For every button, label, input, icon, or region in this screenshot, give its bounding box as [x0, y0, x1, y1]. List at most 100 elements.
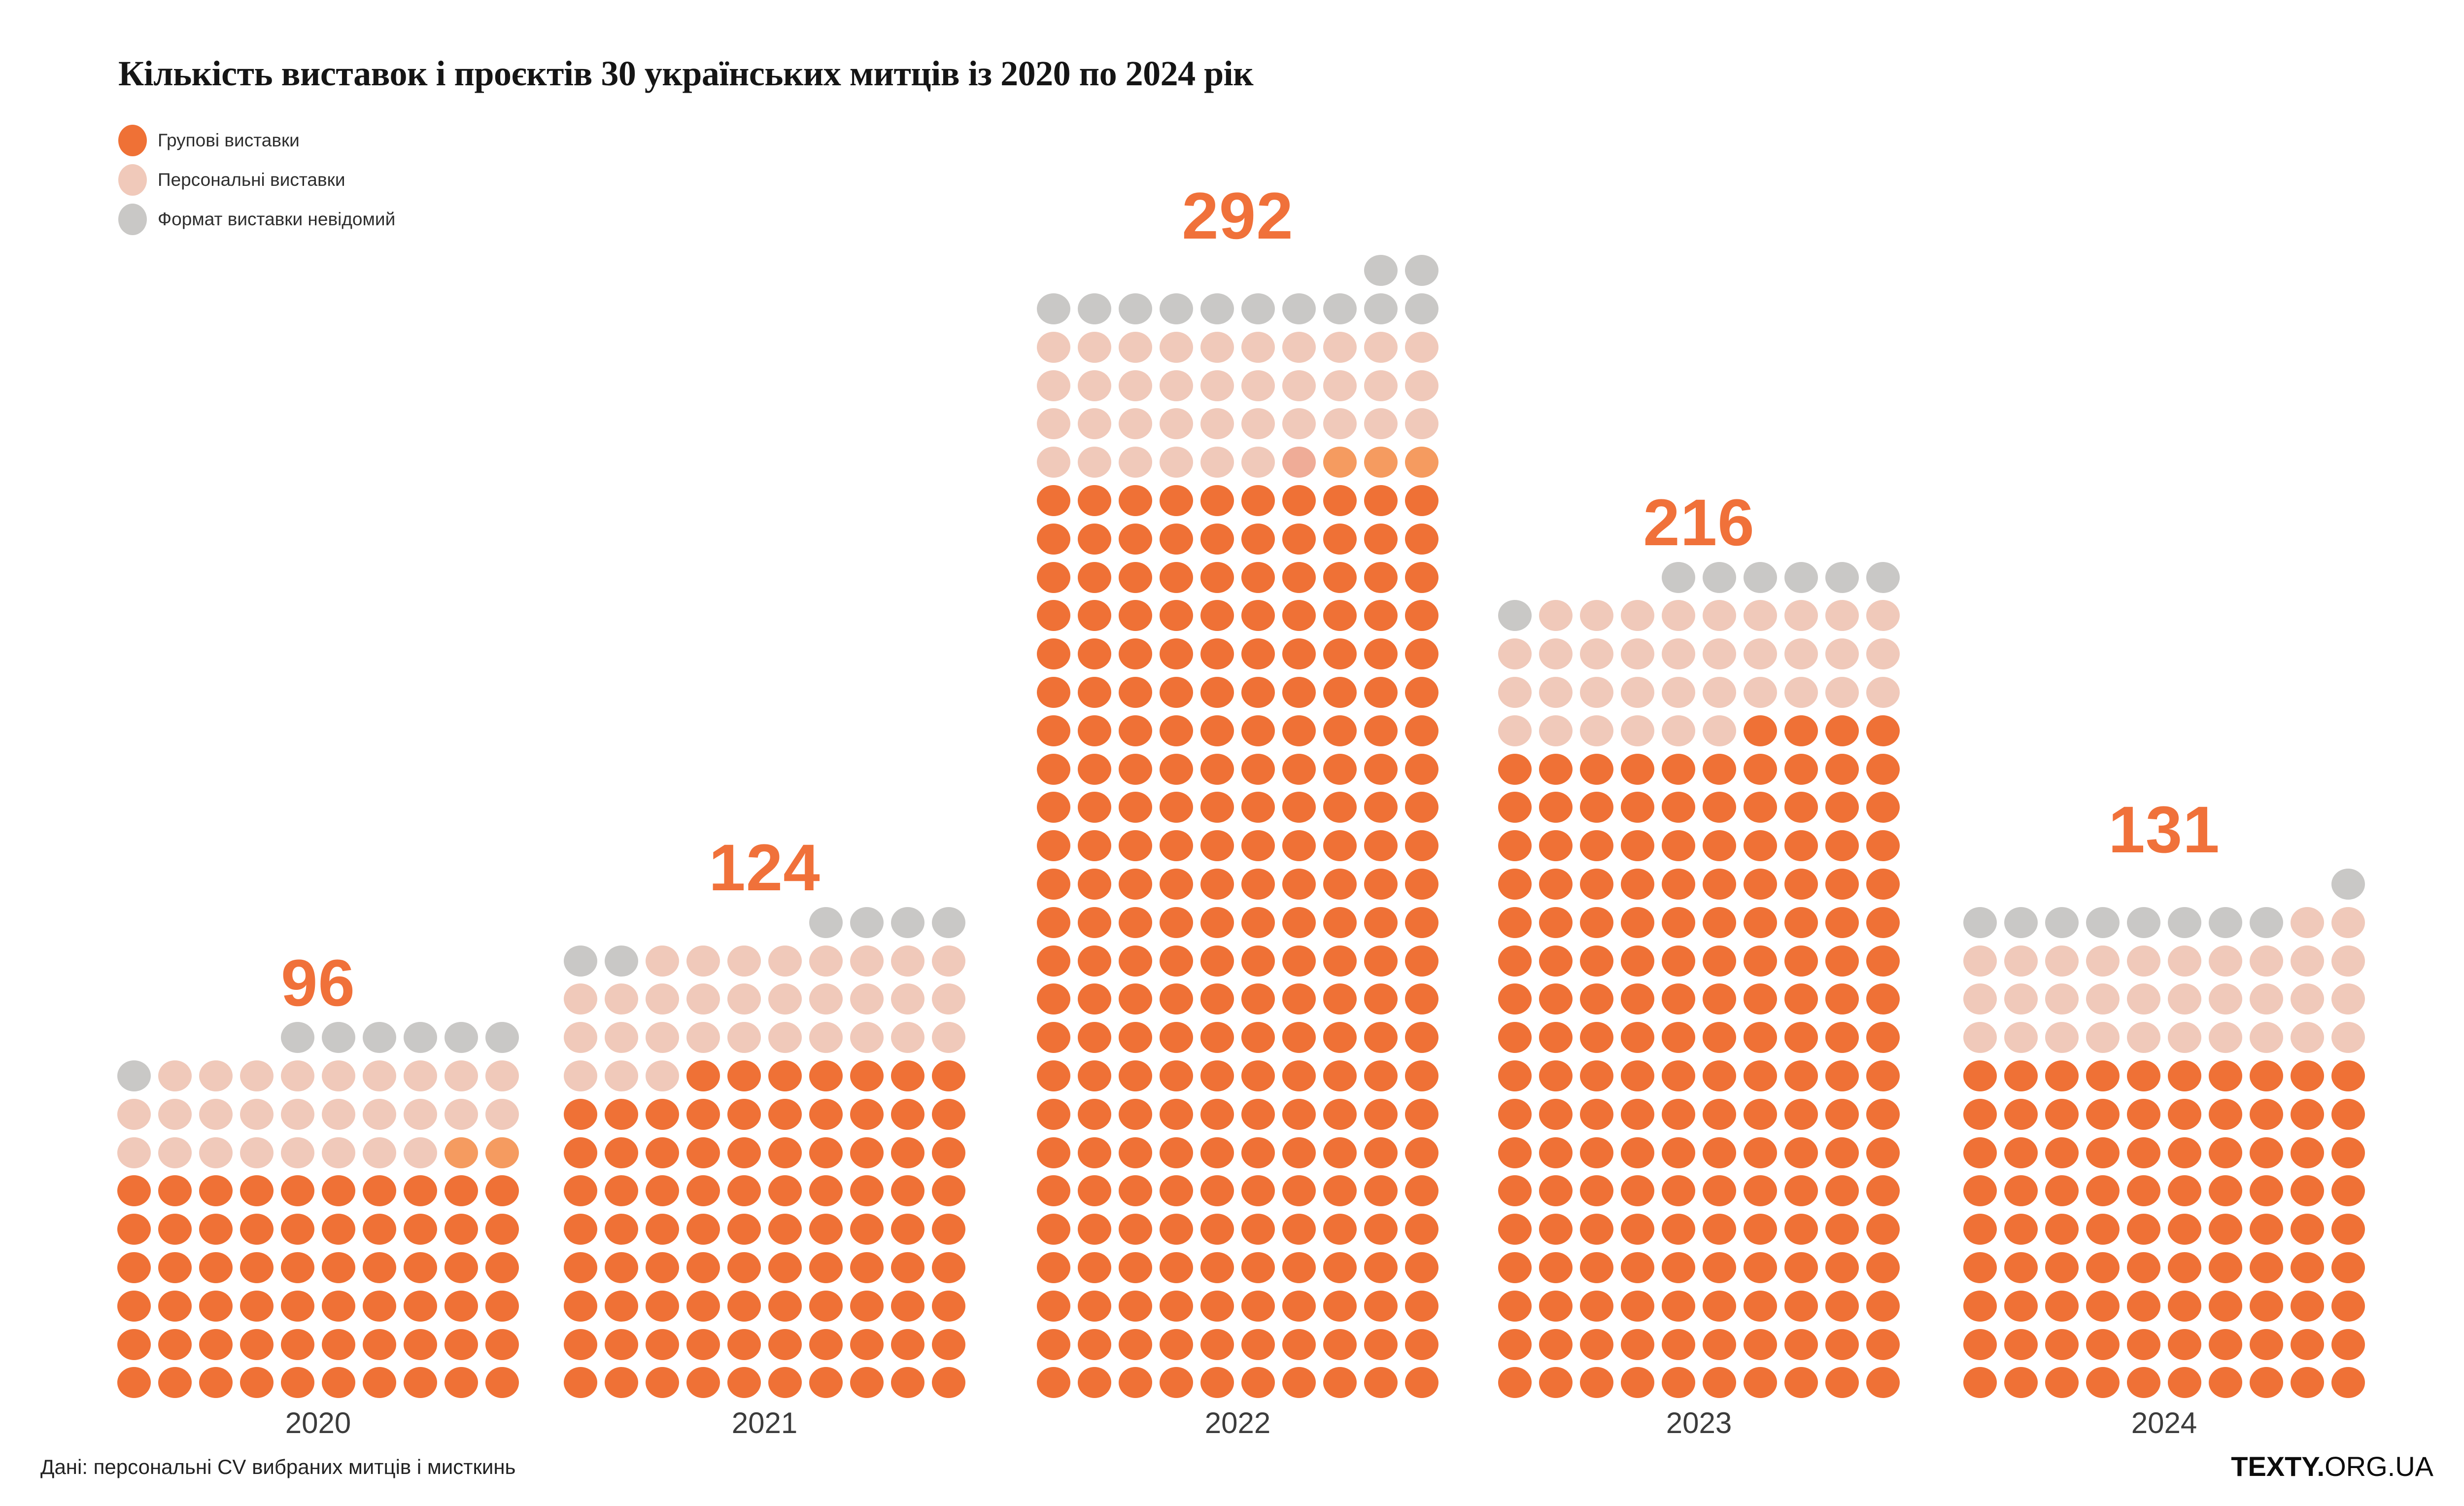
dot [117, 1060, 151, 1092]
dot [1784, 600, 1818, 631]
dot [605, 1022, 638, 1053]
dot [1364, 1290, 1398, 1322]
dot [1744, 1367, 1777, 1399]
dot [686, 1214, 720, 1245]
legend-item-personal: Персональні виставки [118, 164, 345, 196]
dot [2250, 907, 2283, 938]
dot [1200, 907, 1234, 938]
dot [686, 945, 720, 977]
dot [1160, 370, 1193, 401]
dot [891, 1175, 924, 1207]
dot [1241, 1329, 1275, 1360]
dot [1160, 1060, 1193, 1092]
dot [158, 1367, 192, 1399]
dot [1241, 830, 1275, 862]
dot [891, 1137, 924, 1168]
dot [2004, 945, 2038, 977]
dot [1282, 638, 1316, 670]
dot [2331, 907, 2365, 938]
dot [1784, 792, 1818, 823]
dot [158, 1252, 192, 1284]
dot [932, 1252, 965, 1284]
dot [564, 1252, 597, 1284]
dot [1744, 600, 1777, 631]
dot [1539, 1098, 1573, 1130]
dot [1866, 983, 1900, 1015]
dot [322, 1290, 355, 1322]
dot [1825, 600, 1859, 631]
dot [1364, 1137, 1398, 1168]
dot [727, 1329, 761, 1360]
dot [809, 1290, 843, 1322]
dot [1405, 600, 1438, 631]
dot [1825, 1060, 1859, 1092]
dot [1160, 1329, 1193, 1360]
dot [1405, 1060, 1438, 1092]
dot [1405, 945, 1438, 977]
dot [1963, 1098, 1997, 1130]
dot [1621, 1252, 1654, 1284]
dot [1744, 677, 1777, 708]
dot [1784, 1137, 1818, 1168]
dot [1963, 1367, 1997, 1399]
dot [768, 1175, 802, 1207]
dot [646, 1329, 679, 1360]
dot [1963, 1060, 1997, 1092]
dot [1498, 830, 1532, 862]
dot [1078, 907, 1111, 938]
dot [1282, 408, 1316, 440]
dot [1539, 1060, 1573, 1092]
dot [1323, 485, 1357, 517]
dot [2086, 1329, 2120, 1360]
dot [1160, 1214, 1193, 1245]
dot [1037, 1367, 1070, 1399]
year-label-2022: 2022 [1204, 1406, 1271, 1439]
dot [404, 1367, 437, 1399]
dot [1282, 1290, 1316, 1322]
dot [809, 1137, 843, 1168]
dot [199, 1329, 233, 1360]
dot [1078, 830, 1111, 862]
dot [2045, 1022, 2079, 1053]
dot [1078, 715, 1111, 746]
dot [850, 1175, 884, 1207]
dot [1323, 945, 1357, 977]
dot [1703, 753, 1736, 785]
dot [1078, 1175, 1111, 1207]
dot [1078, 1137, 1111, 1168]
dot [1282, 561, 1316, 593]
dot [1282, 945, 1316, 977]
dot [281, 1175, 314, 1207]
dot [1621, 830, 1654, 862]
dot [850, 1329, 884, 1360]
dot [768, 983, 802, 1015]
dot [1405, 1290, 1438, 1322]
dot [1784, 1022, 1818, 1053]
dot [646, 1022, 679, 1053]
dot [2291, 1214, 2324, 1245]
dot [158, 1214, 192, 1245]
dot [1323, 1329, 1357, 1360]
dot [932, 1022, 965, 1053]
dot [2209, 1022, 2242, 1053]
dot [768, 1252, 802, 1284]
dot [2086, 945, 2120, 977]
dot [1160, 600, 1193, 631]
dot [2004, 1290, 2038, 1322]
dot [1621, 600, 1654, 631]
dot [2168, 1022, 2201, 1053]
dot [240, 1060, 274, 1092]
dot [809, 1175, 843, 1207]
dot [1200, 792, 1234, 823]
dot [850, 1098, 884, 1130]
dot [1703, 945, 1736, 977]
dot [1784, 1290, 1818, 1322]
dot [1963, 983, 1997, 1015]
dot [2086, 983, 2120, 1015]
dot [1323, 1022, 1357, 1053]
dot [1498, 1175, 1532, 1207]
dot [1405, 408, 1438, 440]
dot [1662, 1060, 1695, 1092]
dot [1037, 907, 1070, 938]
dot [1621, 638, 1654, 670]
